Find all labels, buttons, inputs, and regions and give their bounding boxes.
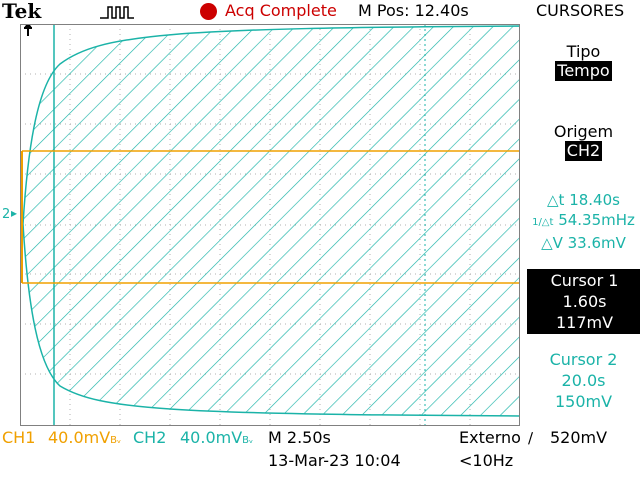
cursor-1-label: Cursor 1 — [550, 271, 619, 290]
menu-title: CURSORES — [536, 1, 625, 20]
origem-button[interactable]: Origem CH2 — [527, 122, 640, 161]
delta-v-readout: △V 33.6mV — [541, 234, 626, 252]
waveform-display[interactable] — [20, 24, 520, 426]
tipo-label: Tipo — [566, 42, 601, 61]
tipo-button[interactable]: Tipo Tempo — [527, 42, 640, 81]
ch2-ground-marker: 2 — [2, 207, 11, 222]
side-menu: Tipo Tempo Origem CH2 △t 18.40s 1/△t 54.… — [527, 24, 640, 426]
cursor-2-button[interactable]: Cursor 2 20.0s 150mV — [527, 349, 640, 412]
trigger-frequency: <10Hz — [459, 451, 514, 470]
origem-label: Origem — [553, 122, 614, 141]
trigger-position-icon — [24, 24, 32, 36]
cursor-1-button[interactable]: Cursor 1 1.60s 117mV — [527, 269, 640, 334]
acq-status-text: Acq Complete — [225, 1, 337, 20]
rising-edge-icon: ∕ — [528, 429, 534, 447]
top-status-bar: Tek Acq Complete M Pos: 12.40s CURSORES — [0, 0, 640, 24]
trigger-level: 520mV — [550, 428, 608, 447]
freq-readout: 1/△t 54.35mHz — [532, 211, 635, 229]
acq-status-dot-icon — [200, 3, 217, 20]
ch2-label: CH2 — [133, 428, 167, 447]
delta-t-readout: △t 18.40s — [547, 191, 620, 209]
tipo-value: Tempo — [555, 61, 612, 81]
pulse-trigger-icon — [100, 6, 134, 19]
origem-value: CH2 — [564, 141, 603, 161]
ch1-scale: 40.0mVBᵥ — [48, 428, 122, 447]
ch1-label: CH1 — [2, 428, 36, 447]
ch2-ground-arrow-icon: ▸ — [11, 206, 18, 220]
brand-logo: Tek — [2, 0, 42, 23]
date-time: 13-Mar-23 10:04 — [268, 451, 401, 470]
cursor-2-value: 150mV — [554, 392, 613, 411]
ch2-scale: 40.0mVBᵥ — [180, 428, 254, 447]
ch2-envelope — [22, 25, 520, 417]
cursor-2-time: 20.0s — [561, 371, 606, 390]
horizontal-position: M Pos: 12.40s — [358, 1, 469, 20]
cursor-readouts: △t 18.40s 1/△t 54.35mHz △V 33.6mV — [527, 190, 640, 253]
trigger-source: Externo — [459, 428, 521, 447]
cursor-1-time: 1.60s — [562, 292, 607, 311]
cursor-1-value: 117mV — [555, 313, 614, 332]
bottom-status-bar: CH1 40.0mVBᵥ CH2 40.0mVBᵥ M 2.50s 13-Mar… — [0, 426, 640, 480]
timebase: M 2.50s — [268, 428, 331, 447]
cursor-2-label: Cursor 2 — [549, 350, 618, 369]
